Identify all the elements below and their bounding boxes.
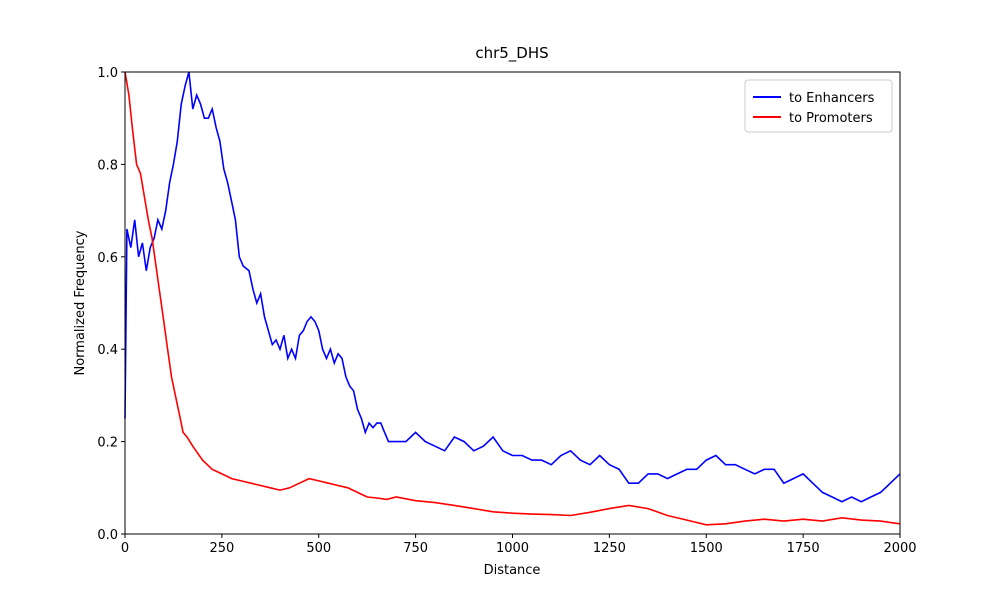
y-tick-label: 0.6 <box>97 251 118 266</box>
legend-box <box>744 79 893 133</box>
y-tick-label: 0.4 <box>97 343 118 358</box>
y-tick-label: 0.0 <box>97 528 118 543</box>
x-tick-label: 250 <box>209 541 234 556</box>
y-tick-label: 0.2 <box>97 436 118 451</box>
y-tick-label: 0.8 <box>97 158 118 173</box>
line-series <box>124 71 901 526</box>
legend-label: to Enhancers <box>789 91 875 106</box>
line-series <box>124 71 901 503</box>
x-tick-label: 1000 <box>496 541 529 556</box>
y-tick-label: 1.0 <box>97 66 118 81</box>
x-tick-label: 1750 <box>787 541 820 556</box>
plot-frame <box>124 71 901 535</box>
x-tick-label: 0 <box>121 541 129 556</box>
legend-label: to Promoters <box>789 111 873 126</box>
x-tick-label: 1250 <box>593 541 626 556</box>
chart-title: chr5_DHS <box>475 44 548 63</box>
x-tick-label: 750 <box>403 541 428 556</box>
x-tick-label: 1500 <box>690 541 723 556</box>
x-tick-label: 500 <box>306 541 331 556</box>
y-axis-label: Normalized Frequency <box>73 230 88 375</box>
x-tick-label: 2000 <box>883 541 916 556</box>
x-axis-label: Distance <box>484 563 541 578</box>
